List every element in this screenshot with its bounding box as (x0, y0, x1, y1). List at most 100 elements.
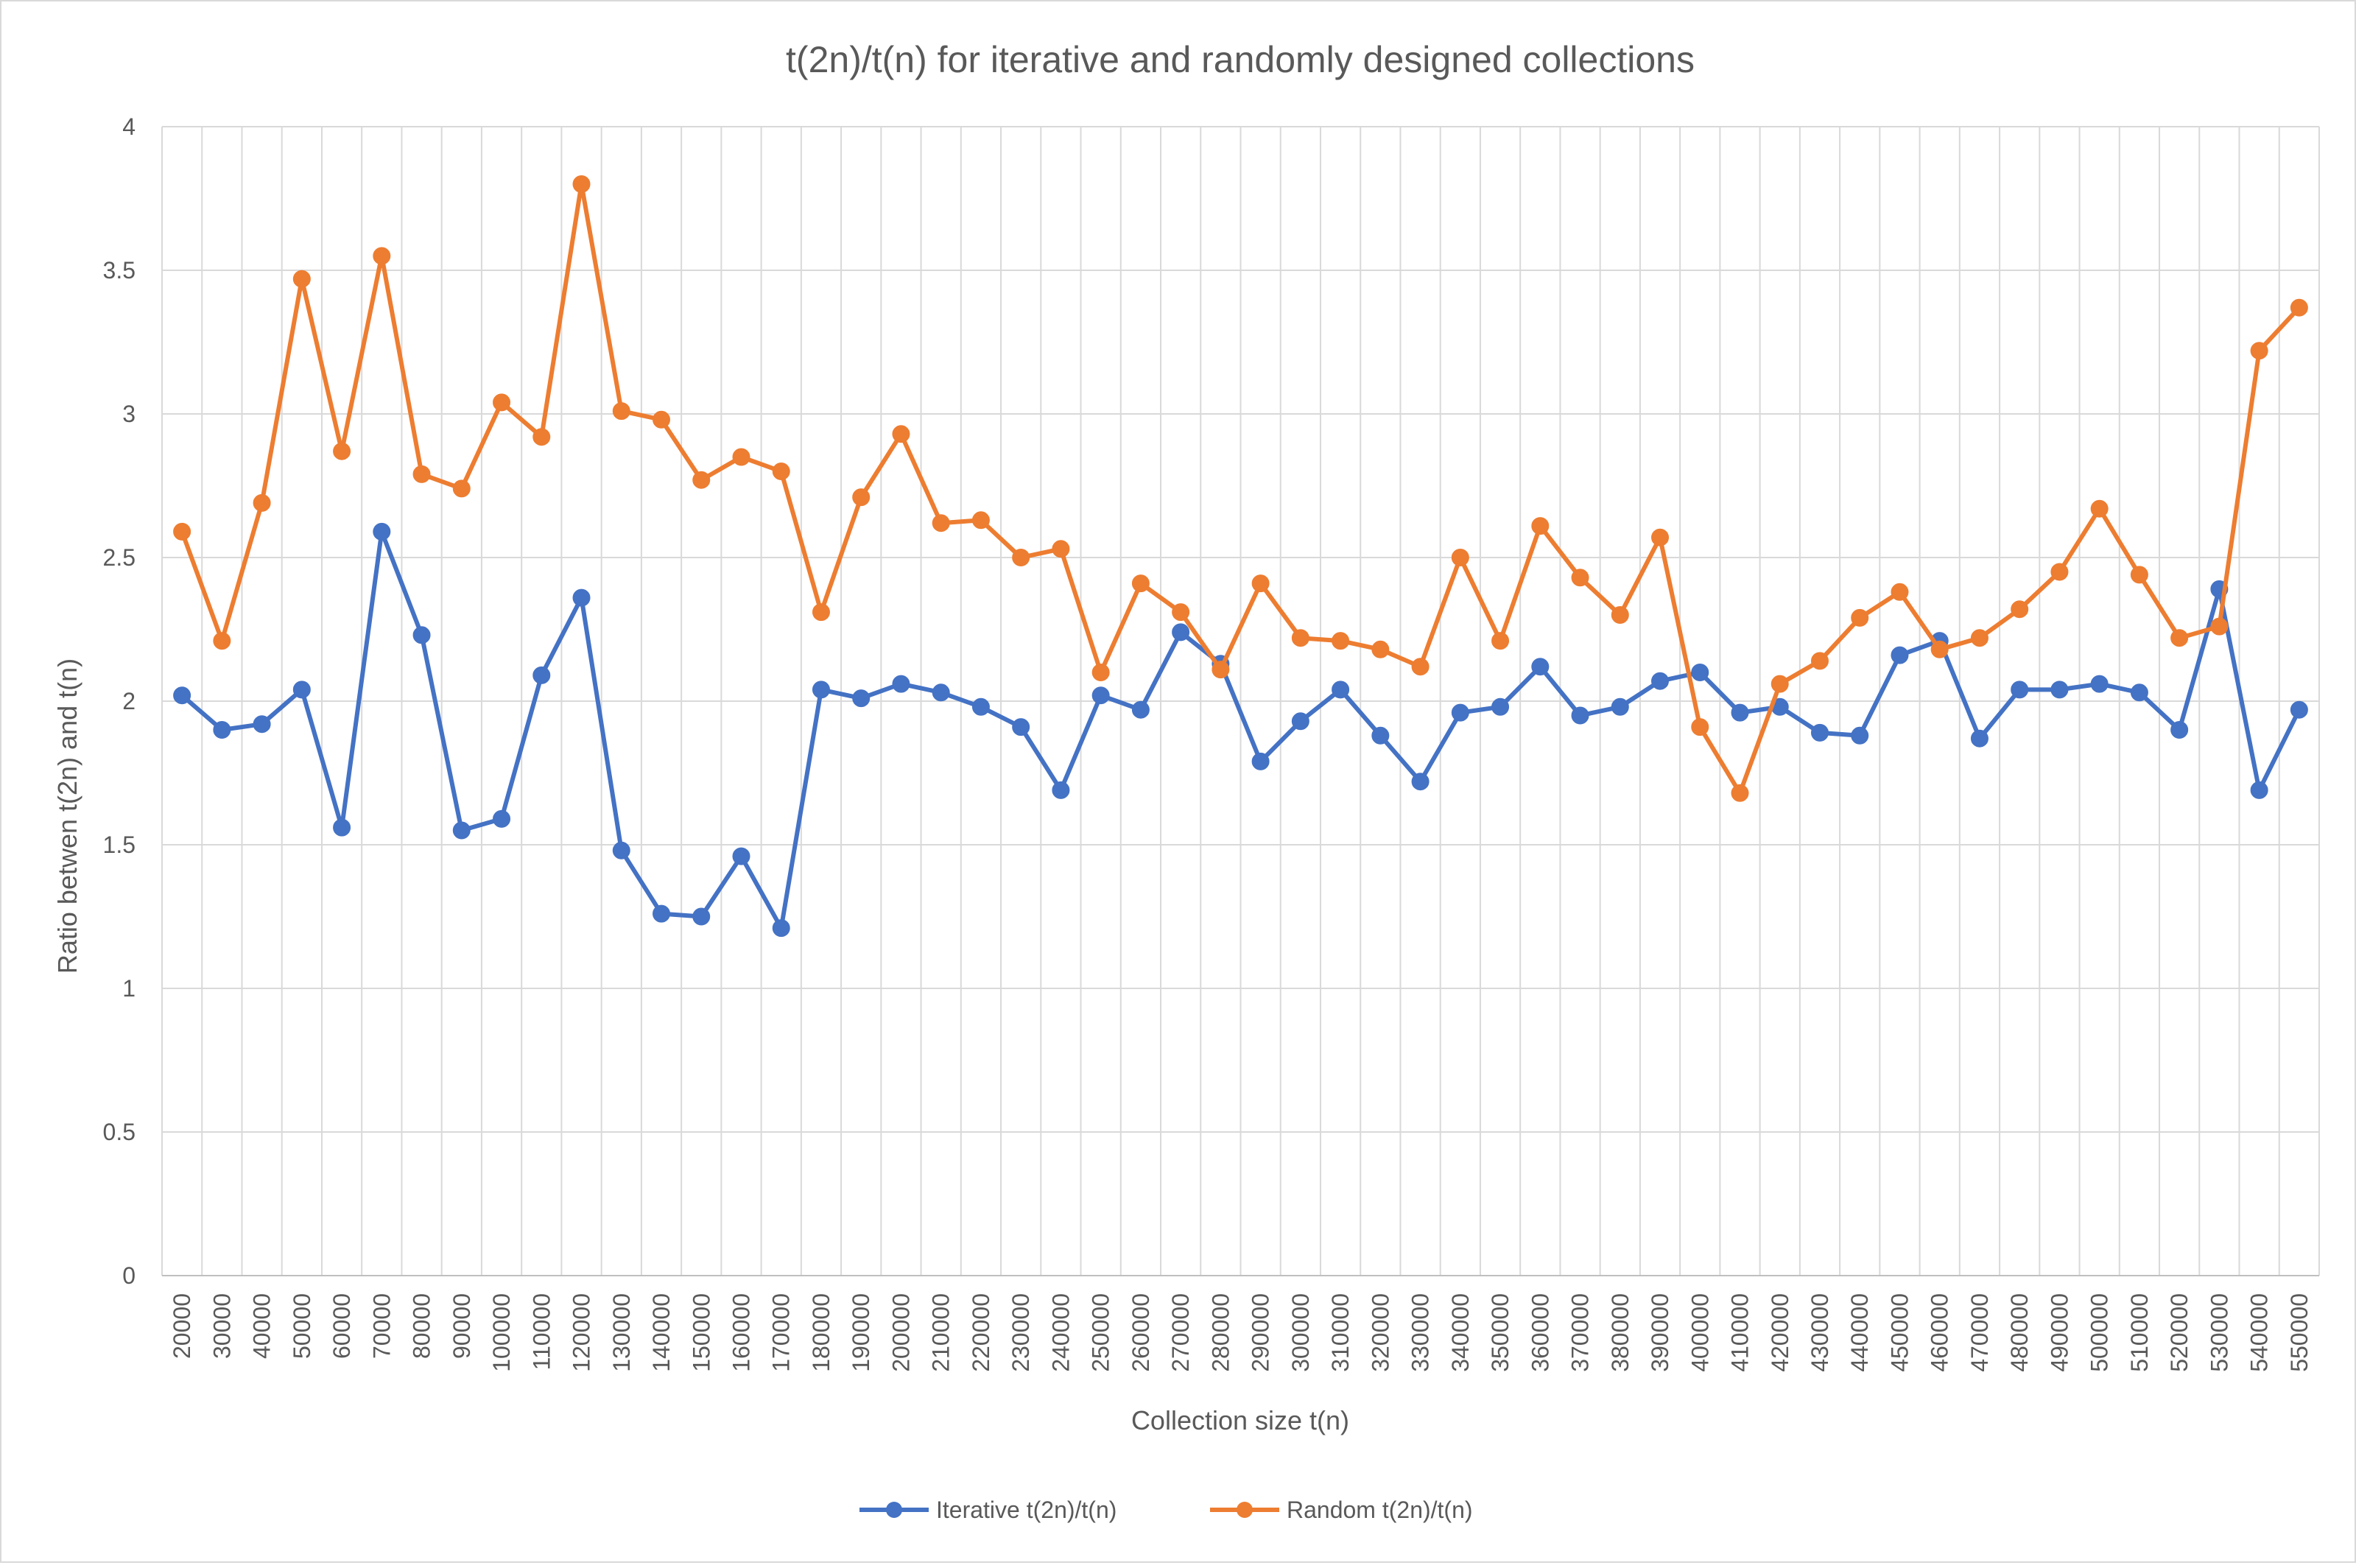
x-tick-label: 320000 (1367, 1293, 1393, 1372)
x-tick-label: 470000 (1966, 1293, 1993, 1372)
legend-item: Random t(2n)/t(n) (1210, 1497, 1473, 1523)
data-point (2090, 499, 2109, 518)
data-point (1691, 718, 1709, 736)
data-point (1052, 540, 1070, 558)
data-point (1212, 661, 1230, 679)
data-point (1810, 723, 1829, 742)
data-point (1491, 697, 1510, 716)
data-point (772, 919, 790, 938)
x-tick-label: 230000 (1008, 1293, 1034, 1372)
x-tick-label: 260000 (1128, 1293, 1154, 1372)
x-tick-label: 330000 (1407, 1293, 1434, 1372)
data-point (1091, 686, 1110, 705)
data-point (1731, 784, 1749, 802)
x-tick-label: 240000 (1047, 1293, 1074, 1372)
data-point (653, 904, 671, 923)
data-point (373, 522, 391, 541)
data-point (1770, 675, 1789, 693)
data-point (412, 465, 431, 483)
data-point (1970, 729, 1988, 748)
data-point (1012, 718, 1030, 736)
data-point (932, 514, 950, 532)
data-point (2011, 681, 2029, 699)
x-tick-label: 120000 (569, 1293, 595, 1372)
data-point (1172, 603, 1190, 622)
data-point (1611, 606, 1629, 624)
data-point (1411, 658, 1430, 676)
data-point (253, 715, 271, 734)
x-tick-label: 70000 (368, 1293, 395, 1359)
data-point (2290, 298, 2308, 317)
data-point (1091, 664, 1110, 681)
x-tick-label: 170000 (768, 1293, 795, 1372)
x-tick-label: 460000 (1927, 1293, 1953, 1372)
x-tick-label: 390000 (1647, 1293, 1673, 1372)
x-tick-label: 340000 (1447, 1293, 1474, 1372)
x-tick-label: 270000 (1167, 1293, 1194, 1372)
data-point (1291, 629, 1309, 647)
data-point (1651, 528, 1670, 546)
x-tick-label: 440000 (1846, 1293, 1873, 1372)
legend-marker (1237, 1502, 1253, 1518)
data-point (173, 522, 191, 541)
y-tick-label: 3.5 (103, 257, 136, 284)
y-tick-label: 2.5 (103, 544, 136, 571)
data-point (612, 841, 630, 859)
x-tick-label: 220000 (968, 1293, 994, 1372)
x-tick-label: 420000 (1767, 1293, 1793, 1372)
x-tick-label: 540000 (2246, 1293, 2273, 1372)
data-point (2170, 721, 2189, 739)
y-tick-label: 4 (122, 113, 136, 140)
data-point (2011, 600, 2029, 619)
data-point (732, 448, 750, 466)
x-tick-label: 290000 (1248, 1293, 1274, 1372)
legend-marker (886, 1502, 902, 1518)
data-point (253, 493, 271, 512)
legend-label: Random t(2n)/t(n) (1287, 1497, 1473, 1523)
data-point (892, 425, 910, 443)
data-point (971, 511, 990, 530)
data-point (1731, 703, 1749, 722)
data-point (1851, 608, 1869, 627)
data-point (772, 463, 790, 480)
x-tick-label: 30000 (208, 1293, 235, 1359)
data-point (1571, 706, 1589, 725)
x-tick-label: 250000 (1088, 1293, 1114, 1372)
x-tick-label: 380000 (1607, 1293, 1634, 1372)
data-point (1291, 712, 1309, 731)
x-tick-label: 100000 (488, 1293, 515, 1372)
x-tick-label: 400000 (1687, 1293, 1713, 1372)
data-point (173, 686, 191, 705)
series-iterative (173, 522, 2308, 938)
y-tick-label: 2 (122, 688, 136, 714)
x-tick-label: 450000 (1886, 1293, 1913, 1372)
data-point (1891, 583, 1909, 601)
data-point (493, 809, 511, 828)
x-tick-label: 510000 (2126, 1293, 2153, 1372)
x-tick-label: 190000 (848, 1293, 874, 1372)
data-point (1531, 517, 1550, 535)
x-tick-label: 50000 (289, 1293, 315, 1359)
x-tick-label: 480000 (2006, 1293, 2033, 1372)
x-tick-label: 90000 (449, 1293, 475, 1359)
data-point (1251, 752, 1270, 770)
data-point (812, 603, 830, 622)
data-point (213, 721, 231, 739)
y-tick-labels: 0 0.5 1 1.5 2 2.5 3 3.5 4 (103, 113, 136, 1289)
data-point (1491, 632, 1510, 650)
x-tick-labels: 20000 30000 40000 50000 60000 70000 80000 90000… (169, 1293, 2313, 1372)
data-point (2210, 617, 2229, 636)
y-tick-label: 0.5 (103, 1119, 136, 1145)
data-point (1131, 700, 1150, 719)
data-point (1810, 652, 1829, 670)
data-point (1332, 681, 1350, 699)
data-point (812, 681, 830, 699)
data-point (1371, 640, 1390, 658)
data-point (292, 270, 311, 288)
data-point (333, 442, 351, 460)
grid-layer (161, 126, 2320, 1276)
data-point (1052, 781, 1070, 799)
data-point (1970, 629, 1988, 647)
x-tick-label: 500000 (2086, 1293, 2113, 1372)
